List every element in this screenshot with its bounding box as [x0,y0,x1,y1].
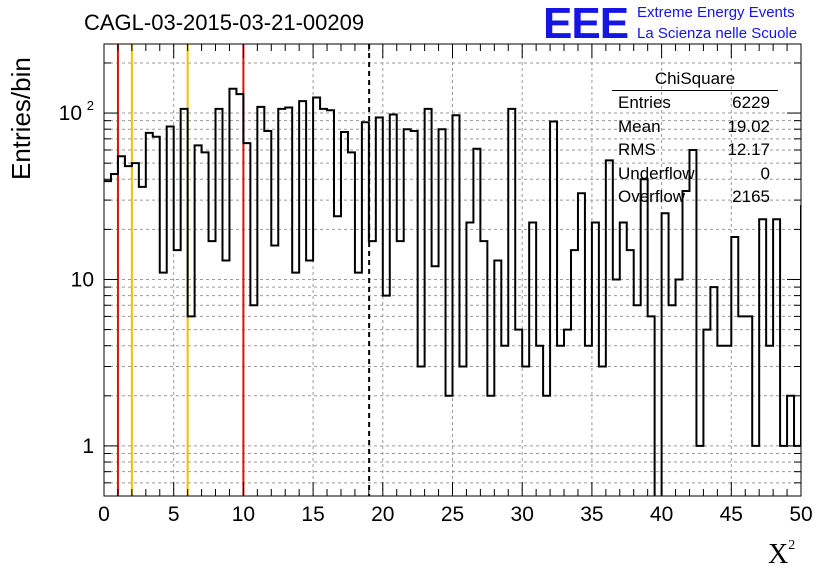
x-tick-label: 20 [371,503,394,526]
plot-title: CAGL-03-2015-03-21-00209 [84,10,365,35]
x-tick-label: 30 [511,503,534,526]
y-tick-label-exponent: 2 [87,98,94,113]
x-tick-label: 15 [301,503,324,526]
stats-value: 0 [760,163,770,183]
x-axis-label-superscript: 2 [788,538,796,553]
y-tick-label: 1 [82,435,94,458]
y-tick-label: 10 [71,268,94,291]
x-tick-label: 50 [789,503,812,526]
stats-row-entries: Entries 6229 [610,91,778,115]
stats-value: 12.17 [727,140,770,159]
logo-mark: EEE [543,0,629,48]
stats-key: Overflow [618,187,686,206]
stats-row-overflow: Overflow 2165 [610,185,778,209]
stats-box: ChiSquare Entries 6229 Mean 19.02 RMS 12… [610,68,778,209]
x-axis-label-symbol: X [768,539,789,570]
y-axis-label: Entries/bin [6,57,36,180]
stats-key: Entries [618,93,671,112]
x-tick-label: 40 [650,503,673,526]
histogram-line [104,87,801,496]
x-axis-label: X2 [768,538,795,571]
stats-value: 2165 [732,187,770,206]
x-tick-label: 10 [232,503,255,526]
logo-line-2: La Scienza nelle Scuole [637,25,798,42]
x-tick-label: 45 [720,503,743,526]
logo-line-1: Extreme Energy Events [637,4,795,21]
stats-value: 6229 [732,93,770,112]
y-tick-label: 10 [59,102,82,125]
stats-key: Underflow [618,163,695,183]
x-tick-label: 5 [168,503,180,526]
stats-key: Mean [618,116,661,136]
x-tick-label: 25 [441,503,464,526]
stats-row-rms: RMS 12.17 [610,138,778,162]
stats-row-underflow: Underflow 0 [610,162,778,186]
stats-row-mean: Mean 19.02 [610,115,778,139]
stats-value: 19.02 [727,116,770,136]
stats-box-title: ChiSquare [612,68,778,91]
x-tick-label: 0 [98,503,110,526]
stats-key: RMS [618,140,656,159]
x-tick-label: 35 [580,503,603,526]
